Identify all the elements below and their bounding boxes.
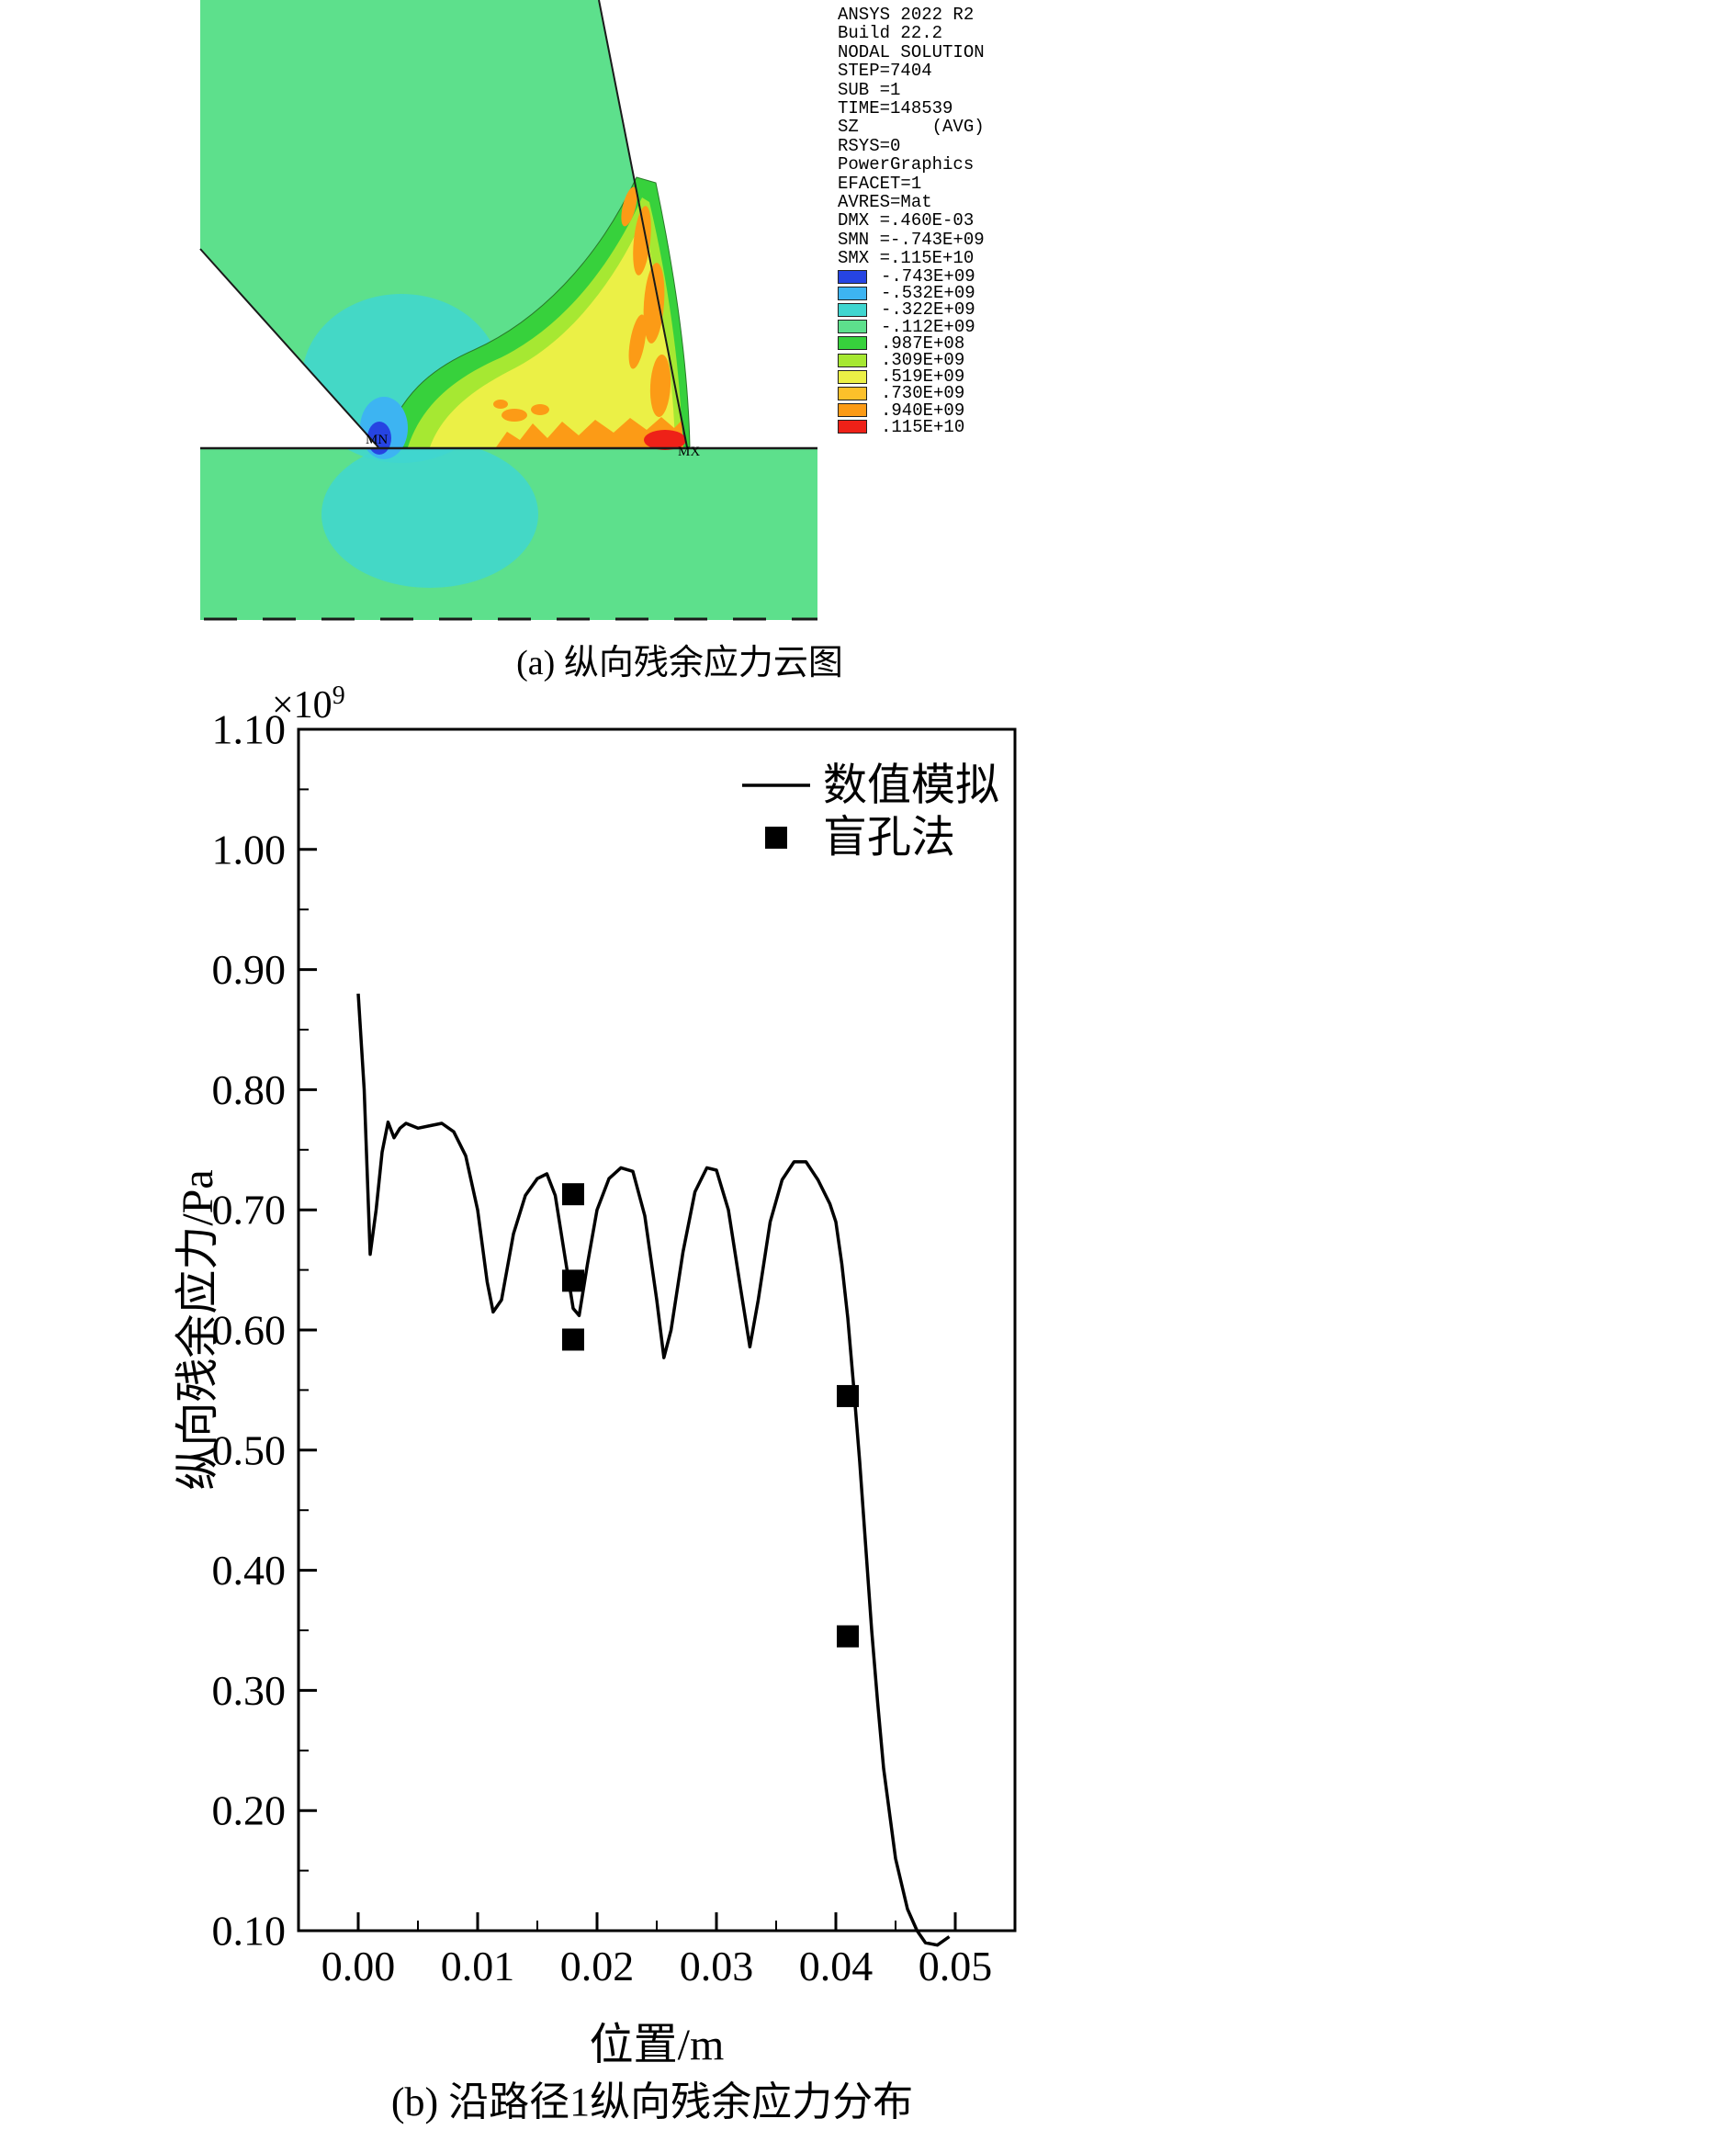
- ansys-info-line: ANSYS 2022 R2: [838, 5, 975, 25]
- y-tick-label: 0.10: [212, 1908, 287, 1955]
- weld-high-stress-streaks: [493, 186, 683, 447]
- blind-hole-marker: [562, 1328, 584, 1351]
- contour-legend-value: .987E+08: [881, 332, 965, 354]
- y-scale-base: ×10: [272, 684, 333, 727]
- y-axis-title: 纵向残余应力/Pa: [174, 1169, 222, 1491]
- contour-legend-swatch: [838, 353, 867, 367]
- y-tick-label: 0.60: [212, 1307, 287, 1354]
- ansys-info-line: AVRES=Mat: [838, 192, 932, 213]
- contour-legend-value: .519E+09: [881, 366, 965, 388]
- contour-legend-value: -.743E+09: [881, 266, 975, 287]
- contour-legend-value: -.322E+09: [881, 299, 975, 321]
- ansys-info-line: NODAL SOLUTION: [838, 41, 985, 62]
- caption-a: (a) 纵向残余应力云图: [516, 644, 843, 682]
- blind-hole-marker: [562, 1183, 584, 1206]
- y-tick-label: 0.70: [212, 1187, 287, 1234]
- x-tick-label: 0.05: [919, 1943, 993, 1989]
- ansys-info-line: Build 22.2: [838, 23, 943, 44]
- contour-legend-swatch: [838, 420, 867, 434]
- ansys-info-line: SMX =.115E+10: [838, 248, 975, 269]
- contour-legend-swatch: [838, 403, 867, 418]
- weld-zone-inner: [430, 219, 675, 447]
- x-tick-label: 0.03: [680, 1943, 754, 1989]
- ansys-info-line: SZ (AVG): [838, 117, 985, 138]
- ansys-info-line: SMN =-.743E+09: [838, 229, 985, 250]
- x-tick-label: 0.01: [441, 1943, 515, 1989]
- contour-legend-row: .730E+09: [838, 383, 975, 404]
- contour-legend-swatch: [838, 320, 867, 334]
- contour-plot: MN MX: [199, 0, 817, 621]
- contour-legend-swatch: [838, 386, 867, 400]
- y-tick-label: 1.10: [212, 706, 287, 753]
- y-tick-label: 0.20: [212, 1787, 287, 1834]
- ansys-info-line: DMX =.460E-03: [838, 210, 975, 231]
- legend-label-simulation: 数值模拟: [823, 761, 999, 810]
- contour-legend-value: .309E+09: [881, 350, 965, 371]
- simulation-curve: [356, 993, 951, 1947]
- contour-legend-row: .987E+08: [838, 332, 975, 354]
- ansys-info-line: TIME=148539: [838, 98, 953, 119]
- contour-legend-swatch: [838, 369, 867, 384]
- ansys-info-line: EFACET=1: [838, 173, 922, 194]
- contour-legend-value: .730E+09: [881, 383, 965, 404]
- x-tick-label: 0.04: [799, 1943, 874, 1989]
- contour-legend: -.743E+09 -.532E+09 -.322E+09 -.112E+09.987…: [838, 266, 975, 437]
- contour-legend-row: .519E+09: [838, 366, 975, 388]
- contour-legend-swatch: [838, 269, 867, 284]
- mx-max-stress-blob: [644, 430, 686, 450]
- legend-marker-sample: [765, 827, 787, 849]
- contour-legend-row: .115E+10: [838, 416, 975, 437]
- y-tick-label: 0.50: [212, 1426, 287, 1473]
- mn-label: MN: [366, 433, 388, 447]
- mx-label: MX: [678, 445, 700, 459]
- x-tick-label: 0.00: [321, 1943, 396, 1989]
- ansys-info-line: STEP=7404: [838, 61, 932, 82]
- y-tick-label: 0.30: [212, 1667, 287, 1714]
- contour-legend-value: -.532E+09: [881, 283, 975, 304]
- blind-hole-marker: [562, 1269, 584, 1292]
- contour-legend-value: .940E+09: [881, 400, 965, 421]
- contour-legend-row: -.112E+09: [838, 316, 975, 337]
- blind-hole-marker: [837, 1625, 859, 1648]
- y-scale-label: ×109: [272, 682, 345, 727]
- caption-b: (b) 沿路径1纵向残余应力分布: [390, 2079, 914, 2124]
- y-tick-label: 1.00: [212, 826, 287, 873]
- contour-legend-row: .940E+09: [838, 400, 975, 421]
- y-tick-label: 0.90: [212, 946, 287, 993]
- ansys-info-line: PowerGraphics: [838, 154, 975, 175]
- plate-edges: [199, 0, 817, 621]
- residual-stress-chart: 0.10 0.20 0.30 0.40 0.50 0.60 0.70 0.80 0.90 1.00…: [212, 706, 1017, 1989]
- mn-min-stress-blob: [360, 397, 408, 459]
- contour-legend-swatch: [838, 302, 867, 317]
- y-tick-label: 0.40: [212, 1547, 287, 1594]
- ansys-info-line: RSYS=0: [838, 135, 901, 156]
- blind-hole-marker: [837, 1384, 859, 1407]
- y-tick-label: 0.80: [212, 1066, 287, 1113]
- contour-legend-value: -.112E+09: [881, 316, 975, 337]
- legend-label-blind-hole: 盲孔法: [823, 814, 955, 862]
- contour-legend-row: -.532E+09: [838, 283, 975, 304]
- y-scale-exponent: 9: [332, 682, 345, 710]
- ansys-info-block: ANSYS 2022 R2 Build 22.2 NODAL SOLUTION STE…: [838, 6, 985, 268]
- plot-border: [297, 727, 1017, 1933]
- blind-hole-markers: [562, 1183, 859, 1648]
- ansys-info-line: SUB =1: [838, 79, 901, 100]
- contour-legend-row: .309E+09: [838, 350, 975, 371]
- contour-legend-swatch: [838, 286, 867, 300]
- x-tick-label: 0.02: [560, 1943, 635, 1989]
- contour-legend-row: -.743E+09: [838, 266, 975, 287]
- contour-legend-row: -.322E+09: [838, 299, 975, 321]
- chart-axes: 0.10 0.20 0.30 0.40 0.50 0.60 0.70 0.80 0.90 1.00…: [212, 706, 1017, 1989]
- contour-legend-swatch: [838, 336, 867, 351]
- x-axis-title: 位置/m: [589, 2021, 725, 2069]
- contour-legend-value: .115E+10: [881, 416, 965, 437]
